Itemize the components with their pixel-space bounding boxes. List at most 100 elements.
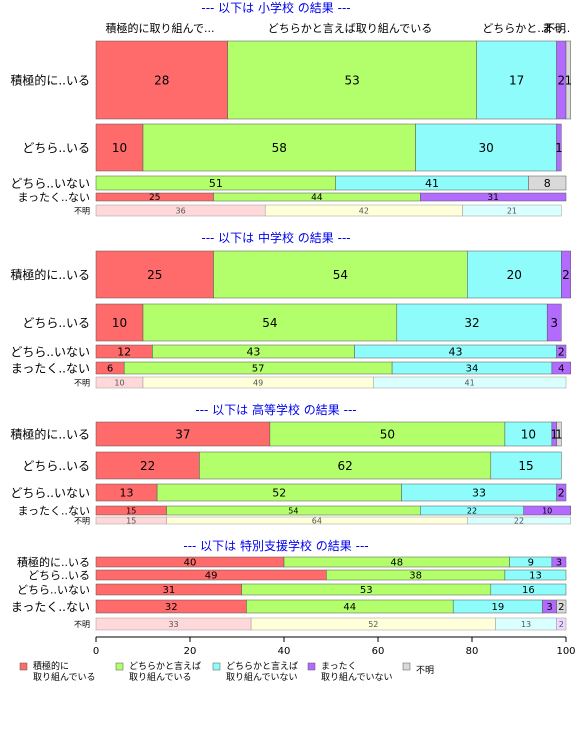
- bar-value-label: 44: [311, 193, 323, 203]
- x-tick-label: 20: [184, 646, 197, 657]
- bar-value-label: 44: [343, 602, 356, 613]
- bar-segment: [420, 192, 567, 202]
- bar-value-label: 54: [262, 316, 277, 330]
- bar-value-label: 10: [542, 506, 552, 515]
- bar-value-label: 37: [175, 427, 190, 441]
- row-label: 積極的に..いる: [17, 555, 90, 569]
- x-tick-label: 80: [466, 646, 479, 657]
- bar-segment: [142, 303, 398, 342]
- bar-value-label: 58: [272, 141, 287, 155]
- bar-segment: [227, 40, 477, 120]
- bar-value-label: 48: [390, 558, 403, 569]
- bar-segment: [528, 175, 567, 191]
- bar-value-label: 64: [312, 516, 322, 525]
- bar-segment: [565, 40, 571, 120]
- top-category-label: どちらかと言えば取り組んでいる: [268, 22, 432, 35]
- row-label: 不明: [74, 516, 90, 525]
- bar-value-label: 3: [556, 558, 562, 569]
- bar-segment: [504, 569, 567, 581]
- bar-value-label: 54: [333, 268, 348, 282]
- bar-value-label: 42: [359, 206, 369, 215]
- bar-segment: [523, 505, 571, 516]
- bar-value-label: 32: [165, 602, 178, 613]
- row-label: まったく..ない: [11, 600, 90, 614]
- legend-swatch: [19, 662, 28, 671]
- bar-value-label: 43: [246, 345, 260, 358]
- bar-segment: [490, 451, 562, 480]
- panel-title: --- 以下は 小学校 の結果 ---: [201, 0, 350, 15]
- bar-value-label: 3: [550, 316, 558, 330]
- top-category-label: まっ..: [542, 22, 571, 35]
- bar-value-label: 10: [114, 378, 124, 387]
- row-label: どちら..いない: [10, 176, 90, 190]
- bar-value-label: 13: [529, 571, 542, 582]
- bar-value-label: 25: [149, 193, 160, 203]
- bar-segment: [556, 599, 567, 614]
- bar-value-label: 49: [253, 378, 263, 387]
- legend-label: 不明: [416, 665, 434, 676]
- legend-swatch: [402, 662, 411, 671]
- row-label: 積極的に..いる: [10, 267, 90, 282]
- bar-value-label: 54: [288, 506, 298, 515]
- bar-segment: [504, 421, 553, 447]
- bar-value-label: 2: [557, 73, 565, 87]
- bar-value-label: 1: [555, 141, 563, 155]
- bar-value-label: 10: [112, 316, 127, 330]
- bar-segment: [396, 303, 548, 342]
- bar-value-label: 6: [107, 364, 113, 375]
- legend-label: 取り組んでいる: [33, 671, 96, 683]
- row-label: 不明: [74, 206, 90, 215]
- bar-segment: [556, 123, 562, 172]
- bar-segment: [551, 556, 567, 568]
- bar-value-label: 16: [522, 585, 535, 596]
- bar-value-label: 31: [162, 585, 175, 596]
- row-label: 不明: [74, 378, 90, 387]
- bar-value-label: 19: [491, 602, 504, 613]
- bar-value-label: 31: [487, 193, 498, 203]
- bar-value-label: 52: [272, 486, 286, 499]
- bar-value-label: 15: [518, 459, 533, 473]
- bar-value-label: 43: [449, 345, 463, 358]
- bar-segment: [213, 250, 468, 299]
- panel-title: --- 以下は 中学校 の結果 ---: [201, 230, 350, 245]
- bar-segment: [95, 123, 144, 172]
- top-category-label: 不明: [544, 22, 566, 35]
- bar-value-label: 22: [140, 459, 155, 473]
- row-label: どちら..いる: [22, 459, 90, 473]
- bar-value-label: 33: [168, 620, 178, 629]
- bar-value-label: 50: [380, 427, 395, 441]
- bar-segment: [551, 361, 571, 375]
- bar-segment: [556, 617, 567, 631]
- bar-value-label: 2: [558, 486, 565, 499]
- bar-value-label: 2: [558, 345, 565, 358]
- bar-value-label: 12: [117, 345, 131, 358]
- legend-label: どちらかと言えば: [226, 660, 298, 672]
- bar-value-label: 2: [559, 620, 564, 629]
- bar-value-label: 51: [209, 177, 223, 190]
- bar-segment: [95, 250, 214, 299]
- bar-value-label: 32: [464, 316, 479, 330]
- bar-segment: [467, 516, 571, 525]
- bar-value-label: 40: [184, 558, 197, 569]
- bar-value-label: 4: [558, 364, 564, 375]
- bar-value-label: 3: [546, 602, 552, 613]
- bar-value-label: 21: [507, 206, 517, 215]
- bar-value-label: 2: [558, 602, 564, 613]
- bar-value-label: 15: [126, 506, 136, 515]
- legend-label: 取り組んでいない: [321, 671, 393, 683]
- legend-swatch: [212, 662, 221, 671]
- top-category-label: 積極的に取り組んで...: [106, 21, 215, 35]
- bar-segment: [490, 583, 567, 596]
- legend-label: 取り組んでいない: [226, 671, 298, 683]
- bar-value-label: 33: [472, 486, 486, 499]
- row-label: まったく..ない: [17, 504, 90, 517]
- bar-segment: [476, 40, 557, 120]
- bar-value-label: 34: [466, 364, 479, 375]
- bar-value-label: 30: [478, 141, 493, 155]
- legend-label: どちらかと言えば: [129, 660, 201, 672]
- bar-value-label: 13: [521, 620, 531, 629]
- bar-value-label: 57: [252, 364, 265, 375]
- bar-value-label: 20: [507, 268, 522, 282]
- row-label: どちら..いる: [22, 141, 90, 155]
